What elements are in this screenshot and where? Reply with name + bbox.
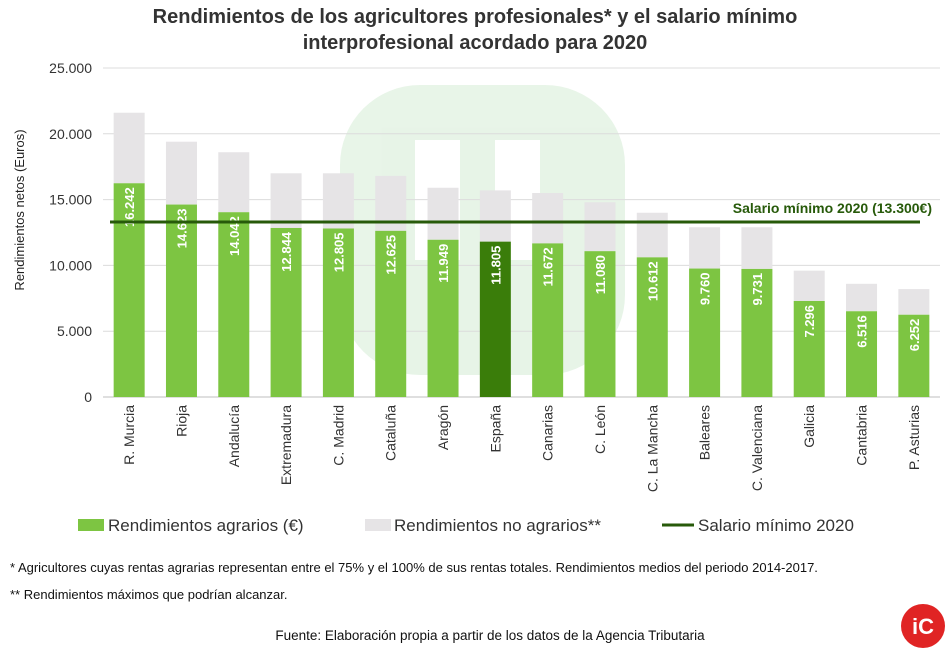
legend-no-agrario-swatch [365, 519, 391, 531]
chart-title-line2: interprofesional acordado para 2020 [302, 32, 648, 54]
footnote-1: * Agricultores cuyas rentas agrarias rep… [10, 560, 818, 575]
x-tick-label: C. León [592, 405, 608, 454]
bar-value-label: 10.612 [645, 261, 660, 301]
source-note: Fuente: Elaboración propia a partir de l… [275, 628, 705, 643]
y-tick-label: 0 [84, 389, 92, 405]
bar-value-label: 11.672 [541, 247, 556, 286]
x-tick-label: Cantabria [854, 405, 870, 466]
x-tick-label: Andalucía [226, 405, 242, 467]
y-axis-label: Rendimientos netos (Euros) [12, 129, 27, 290]
bar-value-label: 7.296 [802, 305, 817, 338]
chart-title-line1: Rendimientos de los agricultores profesi… [152, 6, 798, 28]
bar-value-label: 6.252 [907, 319, 922, 352]
bar-value-label: 12.625 [384, 235, 399, 275]
bar-agrario [584, 251, 616, 397]
bar-agrario [741, 268, 773, 397]
bar-no-agrario [898, 289, 930, 315]
bar-no-agrario [793, 270, 825, 301]
bar-value-label: 11.080 [593, 255, 608, 294]
x-tick-label: Baleares [697, 405, 713, 460]
bar-value-label: 9.731 [750, 273, 765, 306]
y-tick-label: 15.000 [49, 192, 92, 208]
bar-agrario [270, 227, 302, 397]
bar-no-agrario [113, 112, 145, 184]
bar-no-agrario [270, 173, 302, 228]
salario-minimo-label: Salario mínimo 2020 (13.300€) [733, 200, 932, 216]
bar-no-agrario [584, 202, 616, 252]
legend-no-agrario-label: Rendimientos no agrarios** [394, 516, 601, 535]
bar-agrario [898, 314, 930, 397]
brand-logo: iC [901, 604, 945, 648]
bar-value-label: 12.844 [279, 231, 294, 272]
bar-value-label: 11.949 [436, 244, 451, 283]
bar-value-label: 12.805 [331, 232, 346, 272]
bar-no-agrario [218, 152, 250, 213]
bar-agrario [375, 230, 407, 397]
y-tick-label: 20.000 [49, 126, 92, 142]
bar-no-agrario [427, 187, 459, 240]
bar-no-agrario [846, 283, 878, 312]
x-tick-label: España [487, 405, 503, 453]
x-tick-label: C. Valenciana [749, 405, 765, 491]
bar-no-agrario [532, 193, 564, 244]
bar-no-agrario [636, 212, 668, 258]
bar-agrario [427, 239, 459, 397]
chart: 0 5.000 10.000 15.000 20.000 25.000 16.242 14.… [12, 60, 940, 535]
bar-no-agrario [322, 173, 354, 229]
chart-title: Rendimientos de los agricultores profesi… [0, 4, 950, 56]
bar-value-label: 11.805 [488, 246, 503, 285]
bar-agrario [479, 241, 511, 397]
bar-value-label: 14.042 [227, 216, 242, 256]
x-tick-label: P. Asturias [906, 405, 922, 470]
y-tick-label: 10.000 [49, 257, 92, 273]
y-tick-label: 5.000 [57, 323, 92, 339]
bar-agrario [689, 268, 721, 397]
x-tick-label: Galicia [801, 405, 817, 448]
x-tick-label: Aragón [435, 405, 451, 450]
footnote-2: ** Rendimientos máximos que podrían alca… [10, 587, 288, 602]
bar-value-label: 6.516 [855, 315, 870, 348]
x-tick-label: Extremadura [278, 405, 294, 485]
bar-value-label: 16.242 [122, 187, 137, 227]
x-tick-label: R. Murcia [121, 405, 137, 465]
bar-agrario [793, 300, 825, 397]
bar-agrario [322, 228, 354, 397]
bar-value-label: 14.623 [174, 209, 189, 249]
bar-value-label: 9.760 [698, 273, 713, 306]
bar-no-agrario [689, 227, 721, 269]
legend-salario-label: Salario mínimo 2020 [698, 516, 854, 535]
bar-agrario [113, 183, 145, 397]
legend-agrario-swatch [78, 519, 104, 531]
x-tick-label: C. La Mancha [644, 405, 660, 492]
legend-agrario-label: Rendimientos agrarios (€) [108, 516, 304, 535]
bar-no-agrario [479, 190, 511, 242]
x-tick-label: Rioja [173, 405, 189, 437]
bar-agrario [636, 257, 668, 397]
bar-no-agrario [165, 141, 197, 205]
x-tick-label: Canarias [540, 405, 556, 461]
x-tick-label: Cataluña [383, 405, 399, 461]
bar-agrario [165, 204, 197, 397]
bar-agrario [532, 243, 564, 397]
x-tick-label: C. Madrid [330, 405, 346, 466]
bar-agrario [846, 311, 878, 397]
logo-text: iC [912, 614, 934, 639]
bar-no-agrario [741, 227, 773, 269]
bar-agrario [218, 212, 250, 397]
y-tick-label: 25.000 [49, 60, 92, 76]
